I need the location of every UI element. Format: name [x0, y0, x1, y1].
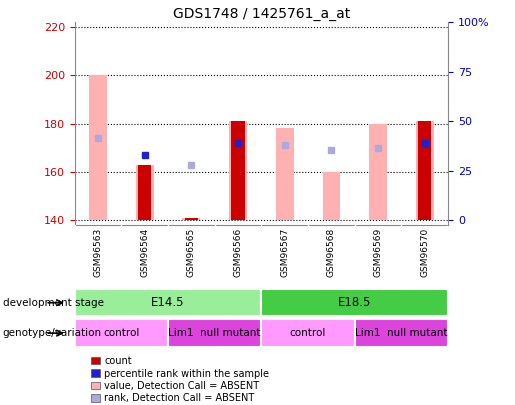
- Text: GSM96570: GSM96570: [420, 228, 429, 277]
- Bar: [322, 172, 340, 220]
- Bar: [185, 217, 198, 220]
- Bar: [75, 289, 261, 316]
- Text: control: control: [290, 328, 326, 338]
- Text: GSM96566: GSM96566: [233, 228, 243, 277]
- Text: genotype/variation: genotype/variation: [3, 328, 101, 338]
- Bar: [138, 164, 151, 220]
- Bar: [369, 124, 387, 220]
- Bar: [416, 121, 434, 220]
- Bar: [261, 320, 355, 347]
- Bar: [418, 121, 431, 220]
- Bar: [232, 121, 245, 220]
- Bar: [182, 217, 200, 220]
- Text: E14.5: E14.5: [151, 296, 185, 309]
- Bar: [168, 320, 261, 347]
- Text: GSM96568: GSM96568: [327, 228, 336, 277]
- Text: GSM96565: GSM96565: [187, 228, 196, 277]
- Text: development stage: development stage: [3, 298, 104, 308]
- Text: GSM96564: GSM96564: [140, 228, 149, 277]
- Bar: [136, 164, 153, 220]
- Text: GSM96569: GSM96569: [373, 228, 383, 277]
- Text: GSM96563: GSM96563: [94, 228, 102, 277]
- Text: GSM96567: GSM96567: [280, 228, 289, 277]
- Text: control: control: [103, 328, 140, 338]
- Title: GDS1748 / 1425761_a_at: GDS1748 / 1425761_a_at: [173, 7, 350, 21]
- Text: E18.5: E18.5: [338, 296, 371, 309]
- Bar: [261, 289, 448, 316]
- Bar: [355, 320, 448, 347]
- Bar: [75, 320, 168, 347]
- Bar: [276, 128, 294, 220]
- Text: Lim1  null mutant: Lim1 null mutant: [355, 328, 448, 338]
- Legend: count, percentile rank within the sample, value, Detection Call = ABSENT, rank, : count, percentile rank within the sample…: [90, 355, 270, 405]
- Text: Lim1  null mutant: Lim1 null mutant: [168, 328, 261, 338]
- Bar: [89, 75, 107, 220]
- Bar: [229, 121, 247, 220]
